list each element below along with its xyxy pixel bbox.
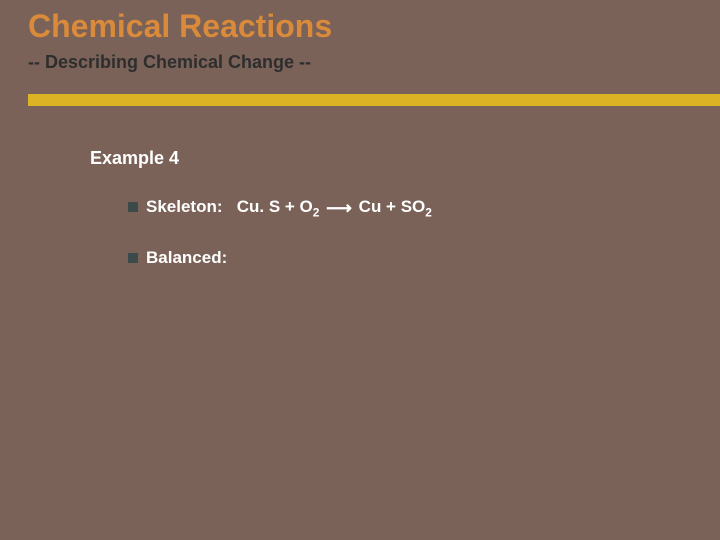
example-heading: Example 4 — [90, 148, 179, 169]
accent-bar — [28, 94, 720, 106]
bullet-label: Balanced: — [146, 248, 227, 267]
square-bullet-icon — [128, 202, 138, 212]
slide-subtitle: -- Describing Chemical Change -- — [28, 52, 311, 73]
bullet-item: Balanced: — [128, 248, 227, 268]
reaction-arrow-icon: ⟶ — [326, 198, 352, 219]
bullet-text: Skeleton: Cu. S + O2 ⟶ Cu + SO2 — [146, 196, 432, 217]
slide-title: Chemical Reactions — [28, 8, 332, 45]
square-bullet-icon — [128, 253, 138, 263]
equation-sub: 2 — [425, 205, 432, 219]
bullet-label: Skeleton: — [146, 197, 223, 216]
equation-right: Cu + SO — [359, 197, 426, 216]
bullet-text: Balanced: — [146, 248, 227, 268]
bullet-item: Skeleton: Cu. S + O2 ⟶ Cu + SO2 — [128, 196, 432, 217]
equation: Cu. S + O2 ⟶ Cu + SO2 — [227, 197, 432, 216]
equation-sub: 2 — [313, 205, 320, 219]
equation-left: Cu. S + O — [237, 197, 313, 216]
